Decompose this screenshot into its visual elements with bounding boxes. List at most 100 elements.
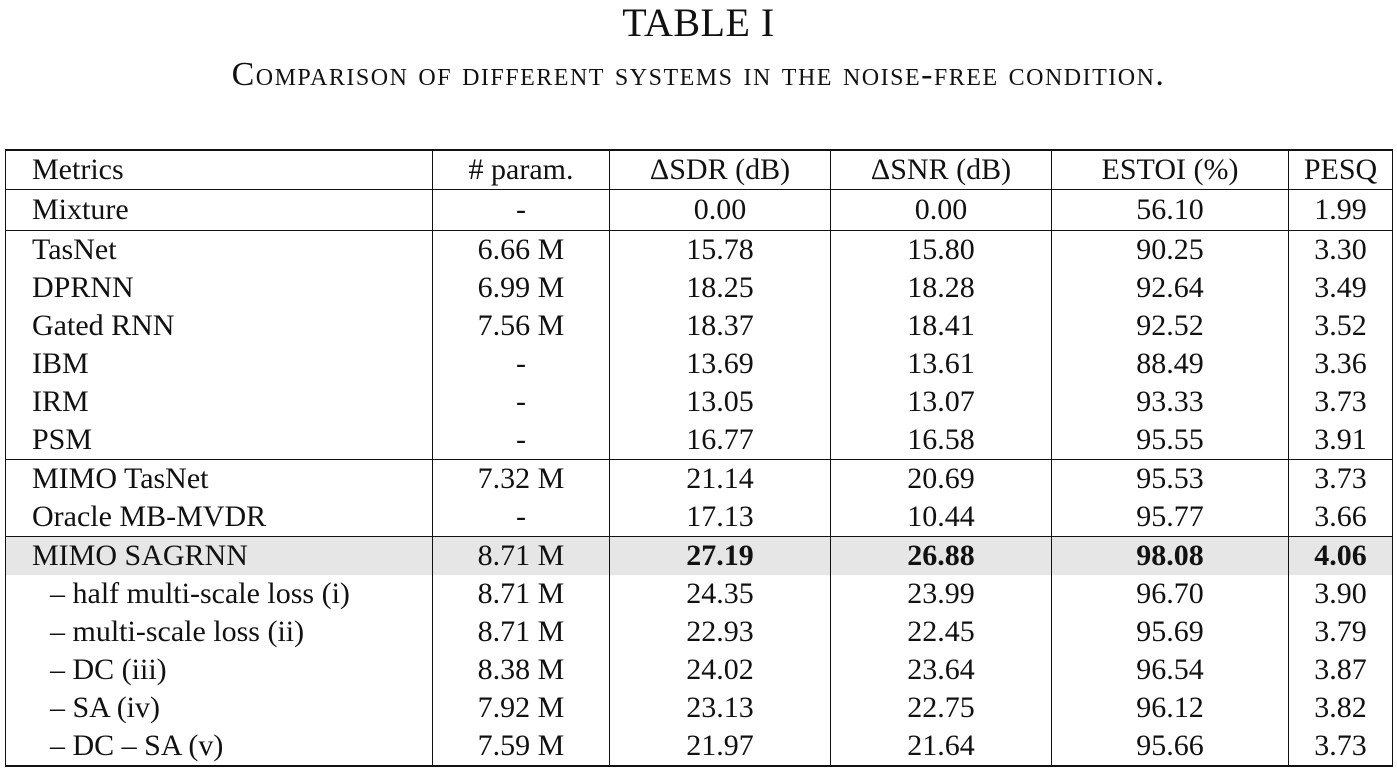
cell-delta-snr: 23.64 — [830, 651, 1052, 689]
table-row: IRM - 13.05 13.07 93.33 3.73 — [5, 383, 1393, 421]
cell-estoi: 96.12 — [1051, 689, 1289, 727]
cell-delta-sdr: 18.25 — [609, 269, 831, 307]
cell-estoi: 93.33 — [1051, 383, 1289, 421]
cell-delta-sdr: 27.19 — [609, 536, 831, 575]
table-row-highlighted: MIMO SAGRNN 8.71 M 27.19 26.88 98.08 4.0… — [5, 536, 1393, 575]
table-header-row: Metrics # param. ΔSDR (dB) ΔSNR (dB) EST… — [5, 149, 1393, 190]
table-row: – multi-scale loss (ii) 8.71 M 22.93 22.… — [5, 613, 1393, 651]
cell-pesq: 3.90 — [1288, 575, 1393, 613]
cell-params: - — [432, 383, 610, 421]
cell-delta-sdr: 24.35 — [609, 575, 831, 613]
row-label: Oracle MB-MVDR — [5, 498, 433, 537]
cell-delta-sdr: 18.37 — [609, 307, 831, 345]
cell-delta-sdr: 15.78 — [609, 230, 831, 269]
table-row: DPRNN 6.99 M 18.25 18.28 92.64 3.49 — [5, 269, 1393, 307]
row-label: MIMO SAGRNN — [5, 536, 433, 575]
header-delta-sdr: ΔSDR (dB) — [609, 149, 831, 190]
cell-estoi: 95.55 — [1051, 421, 1289, 460]
cell-delta-snr: 16.58 — [830, 421, 1052, 460]
cell-delta-snr: 22.45 — [830, 613, 1052, 651]
cell-estoi: 96.70 — [1051, 575, 1289, 613]
cell-params: - — [432, 345, 610, 383]
table-row: MIMO TasNet 7.32 M 21.14 20.69 95.53 3.7… — [5, 459, 1393, 498]
table-row: Gated RNN 7.56 M 18.37 18.41 92.52 3.52 — [5, 307, 1393, 345]
cell-params: 7.56 M — [432, 307, 610, 345]
table-row: PSM - 16.77 16.58 95.55 3.91 — [5, 421, 1393, 460]
header-pesq: PESQ — [1288, 149, 1393, 190]
cell-params: 8.71 M — [432, 536, 610, 575]
cell-estoi: 95.77 — [1051, 498, 1289, 537]
cell-pesq: 3.87 — [1288, 651, 1393, 689]
cell-params: 8.71 M — [432, 575, 610, 613]
header-estoi: ESTOI (%) — [1051, 149, 1289, 190]
cell-delta-snr: 15.80 — [830, 230, 1052, 269]
cell-estoi: 88.49 — [1051, 345, 1289, 383]
cell-pesq: 3.82 — [1288, 689, 1393, 727]
row-label: DPRNN — [5, 269, 433, 307]
row-label: PSM — [5, 421, 433, 460]
row-label: Mixture — [5, 189, 433, 231]
cell-delta-sdr: 21.14 — [609, 459, 831, 498]
cell-delta-sdr: 22.93 — [609, 613, 831, 651]
cell-delta-snr: 13.07 — [830, 383, 1052, 421]
cell-pesq: 3.36 — [1288, 345, 1393, 383]
cell-params: 7.59 M — [432, 727, 610, 767]
cell-estoi: 95.69 — [1051, 613, 1289, 651]
row-label: – half multi-scale loss (i) — [5, 575, 433, 613]
cell-delta-sdr: 17.13 — [609, 498, 831, 537]
row-label: IBM — [5, 345, 433, 383]
cell-params: - — [432, 498, 610, 537]
cell-pesq: 3.73 — [1288, 459, 1393, 498]
cell-pesq: 3.66 — [1288, 498, 1393, 537]
cell-pesq: 1.99 — [1288, 189, 1393, 231]
cell-params: 8.71 M — [432, 613, 610, 651]
table-row: – DC – SA (v) 7.59 M 21.97 21.64 95.66 3… — [5, 727, 1393, 767]
header-params: # param. — [432, 149, 610, 190]
table-row: – SA (iv) 7.92 M 23.13 22.75 96.12 3.82 — [5, 689, 1393, 727]
cell-pesq: 3.91 — [1288, 421, 1393, 460]
cell-delta-snr: 10.44 — [830, 498, 1052, 537]
table-row: – DC (iii) 8.38 M 24.02 23.64 96.54 3.87 — [5, 651, 1393, 689]
cell-params: 8.38 M — [432, 651, 610, 689]
cell-estoi: 92.52 — [1051, 307, 1289, 345]
row-label: TasNet — [5, 230, 433, 269]
cell-params: - — [432, 421, 610, 460]
cell-params: 7.32 M — [432, 459, 610, 498]
cell-params: 6.99 M — [432, 269, 610, 307]
row-label: – DC (iii) — [5, 651, 433, 689]
cell-pesq: 3.73 — [1288, 383, 1393, 421]
cell-delta-sdr: 13.69 — [609, 345, 831, 383]
cell-delta-sdr: 0.00 — [609, 189, 831, 231]
table-number: TABLE I — [622, 0, 775, 45]
cell-estoi: 90.25 — [1051, 230, 1289, 269]
cell-delta-snr: 23.99 — [830, 575, 1052, 613]
cell-estoi: 56.10 — [1051, 189, 1289, 231]
row-label: IRM — [5, 383, 433, 421]
row-label: MIMO TasNet — [5, 459, 433, 498]
header-delta-snr: ΔSNR (dB) — [830, 149, 1052, 190]
cell-estoi: 95.66 — [1051, 727, 1289, 767]
results-table: Metrics # param. ΔSDR (dB) ΔSNR (dB) EST… — [5, 149, 1393, 767]
table-row: – half multi-scale loss (i) 8.71 M 24.35… — [5, 575, 1393, 613]
cell-pesq: 3.52 — [1288, 307, 1393, 345]
table-row: TasNet 6.66 M 15.78 15.80 90.25 3.30 — [5, 230, 1393, 269]
cell-delta-snr: 26.88 — [830, 536, 1052, 575]
cell-pesq: 3.30 — [1288, 230, 1393, 269]
cell-delta-sdr: 23.13 — [609, 689, 831, 727]
row-label: – multi-scale loss (ii) — [5, 613, 433, 651]
cell-estoi: 95.53 — [1051, 459, 1289, 498]
cell-delta-snr: 18.41 — [830, 307, 1052, 345]
table-row: Mixture - 0.00 0.00 56.10 1.99 — [5, 189, 1393, 231]
cell-delta-sdr: 24.02 — [609, 651, 831, 689]
row-label: – SA (iv) — [5, 689, 433, 727]
header-metrics: Metrics — [5, 149, 433, 190]
cell-delta-snr: 20.69 — [830, 459, 1052, 498]
row-label: Gated RNN — [5, 307, 433, 345]
cell-params: 7.92 M — [432, 689, 610, 727]
cell-params: 6.66 M — [432, 230, 610, 269]
cell-delta-snr: 0.00 — [830, 189, 1052, 231]
cell-delta-snr: 18.28 — [830, 269, 1052, 307]
cell-pesq: 3.73 — [1288, 727, 1393, 767]
cell-delta-sdr: 13.05 — [609, 383, 831, 421]
row-label: – DC – SA (v) — [5, 727, 433, 767]
